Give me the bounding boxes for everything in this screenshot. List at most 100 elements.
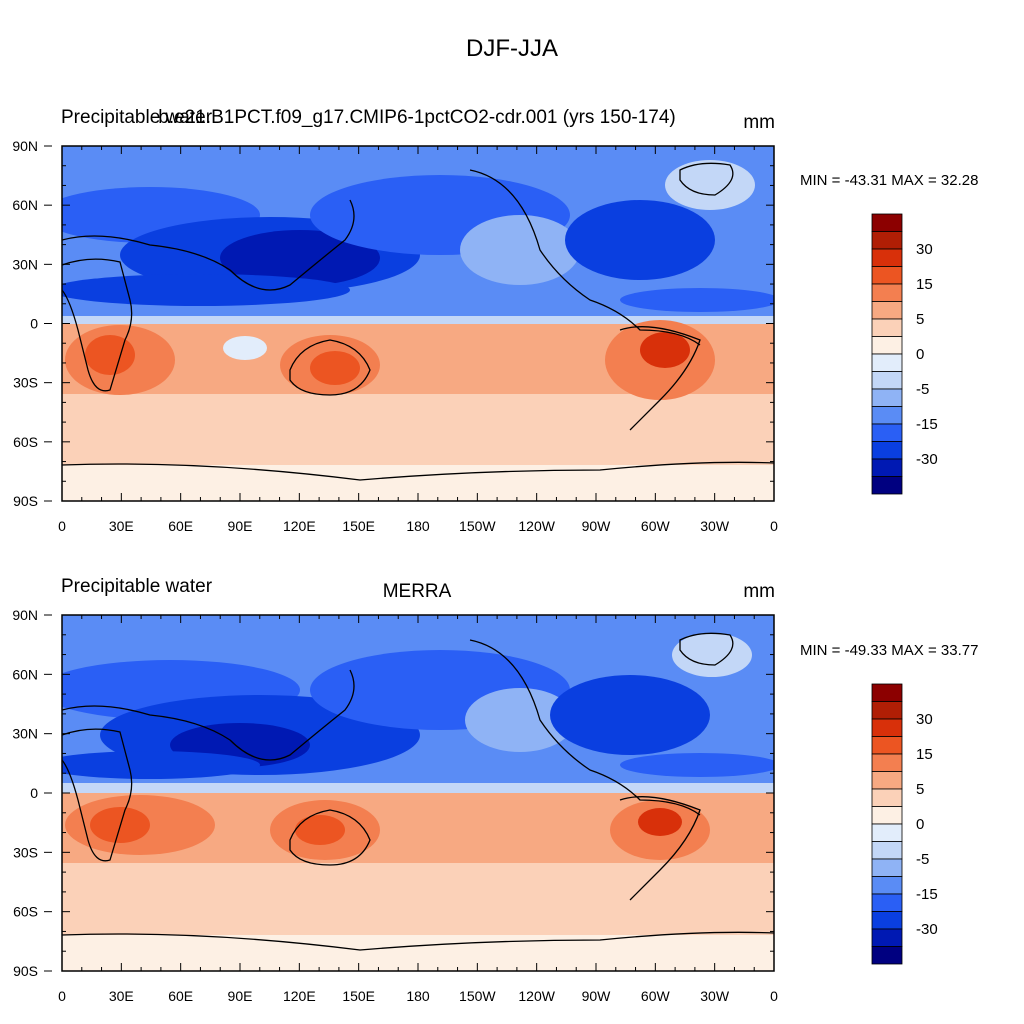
colorbar-box bbox=[871, 423, 903, 442]
x-tick-label: 0 bbox=[58, 518, 66, 534]
panel-2-coastlines bbox=[62, 632, 774, 951]
panel-1-contour-fill bbox=[310, 351, 360, 385]
x-tick-label: 0 bbox=[58, 988, 66, 1004]
y-tick-label: 60S bbox=[13, 434, 38, 450]
y-tick-label: 30S bbox=[13, 844, 38, 860]
colorbar-label: -15 bbox=[916, 886, 938, 903]
x-tick-label: 150W bbox=[459, 518, 496, 534]
panel-2-map bbox=[62, 615, 774, 971]
panel-1-min-max: MIN = -43.31 MAX = 32.28 bbox=[800, 172, 978, 189]
y-tick-label: 90N bbox=[12, 607, 38, 623]
colorbar-box bbox=[871, 283, 903, 302]
panel-1-colorbar: 30 15 5 0 -5 -15 -30 bbox=[871, 213, 938, 495]
figure-title: DJF-JJA bbox=[466, 35, 558, 62]
colorbar-box bbox=[871, 946, 903, 965]
colorbar-box bbox=[871, 476, 903, 495]
colorbar-label: -30 bbox=[916, 921, 938, 938]
panel-2-contour-fill bbox=[62, 783, 774, 793]
colorbar-box bbox=[871, 911, 903, 930]
panel-1-contour-fill bbox=[62, 274, 350, 306]
x-tick-label: 180 bbox=[406, 518, 430, 534]
x-tick-label: 30W bbox=[700, 518, 730, 534]
panel-1-contour-fill bbox=[640, 332, 690, 368]
y-tick-label: 30N bbox=[12, 726, 38, 742]
colorbar-box bbox=[871, 806, 903, 825]
x-tick-label: 150E bbox=[342, 988, 375, 1004]
x-tick-label: 120E bbox=[283, 988, 316, 1004]
colorbar-box bbox=[871, 213, 903, 232]
colorbar-box bbox=[871, 771, 903, 790]
colorbar-label: -30 bbox=[916, 451, 938, 468]
x-tick-label: 150E bbox=[342, 518, 375, 534]
x-tick-label: 30E bbox=[109, 988, 134, 1004]
panel-2-contour-fill bbox=[672, 633, 752, 677]
panel-2-contour-fill bbox=[465, 688, 575, 752]
colorbar-box bbox=[871, 753, 903, 772]
panel-1-contour-fill bbox=[62, 316, 774, 324]
colorbar-box bbox=[871, 318, 903, 337]
y-tick-label: 30N bbox=[12, 256, 38, 272]
x-tick-label: 60E bbox=[168, 518, 193, 534]
panel-2-coast-samerica bbox=[619, 796, 701, 901]
panel-2-coast-africa bbox=[62, 728, 133, 862]
panel-2-units: mm bbox=[743, 581, 775, 602]
colorbar-label: 15 bbox=[916, 746, 933, 763]
colorbar-box bbox=[871, 301, 903, 320]
colorbar-label: 5 bbox=[916, 781, 924, 798]
colorbar-box bbox=[871, 788, 903, 807]
colorbar-label: -5 bbox=[916, 381, 929, 398]
y-tick-label: 60N bbox=[12, 666, 38, 682]
colorbar-box bbox=[871, 353, 903, 372]
colorbar-box bbox=[871, 928, 903, 947]
panel-2-coast-namerica bbox=[469, 639, 701, 816]
panel-1-map bbox=[62, 146, 774, 501]
colorbar-label: 15 bbox=[916, 276, 933, 293]
colorbar-box bbox=[871, 876, 903, 895]
colorbar-box bbox=[871, 336, 903, 355]
colorbar-box bbox=[871, 371, 903, 390]
panel-1-coast-greenland bbox=[679, 162, 734, 196]
x-tick-label: 180 bbox=[406, 988, 430, 1004]
colorbar-box bbox=[871, 841, 903, 860]
x-tick-label: 30W bbox=[700, 988, 730, 1004]
y-tick-label: 30S bbox=[13, 375, 38, 391]
colorbar-label: -5 bbox=[916, 851, 929, 868]
panel-1-contour-fill bbox=[85, 335, 135, 375]
colorbar-box bbox=[871, 406, 903, 425]
panel-2-contour-fill bbox=[550, 675, 710, 755]
x-tick-label: 0 bbox=[770, 518, 778, 534]
x-tick-label: 90E bbox=[228, 988, 253, 1004]
colorbar-label: -15 bbox=[916, 416, 938, 433]
x-tick-label: 30E bbox=[109, 518, 134, 534]
panel-1-coast-samerica bbox=[619, 326, 701, 431]
y-tick-label: 0 bbox=[30, 785, 38, 801]
colorbar-box bbox=[871, 231, 903, 250]
x-tick-label: 120W bbox=[518, 988, 555, 1004]
y-tick-label: 90S bbox=[13, 493, 38, 509]
panel-2-contour-fill bbox=[638, 808, 682, 836]
x-tick-label: 60W bbox=[641, 988, 671, 1004]
colorbar-label: 30 bbox=[916, 711, 933, 728]
y-tick-label: 90S bbox=[13, 963, 38, 979]
x-tick-label: 60E bbox=[168, 988, 193, 1004]
y-tick-label: 90N bbox=[12, 138, 38, 154]
x-tick-label: 150W bbox=[459, 988, 496, 1004]
colorbar-box bbox=[871, 736, 903, 755]
colorbar-box bbox=[871, 683, 903, 702]
panel-1-coast-antarctica bbox=[62, 461, 774, 481]
panel-1-contour-fill bbox=[620, 288, 774, 312]
colorbar-box bbox=[871, 893, 903, 912]
panel-1-coast-africa bbox=[62, 258, 133, 392]
panel-2-coast-antarctica bbox=[62, 931, 774, 951]
panel-1-contour-fill bbox=[665, 160, 755, 210]
panel-1-units: mm bbox=[743, 112, 775, 133]
x-tick-label: 120E bbox=[283, 518, 316, 534]
x-tick-label: 0 bbox=[770, 988, 778, 1004]
panel-1-coast-namerica bbox=[469, 169, 701, 346]
colorbar-box bbox=[871, 248, 903, 267]
y-tick-label: 60N bbox=[12, 197, 38, 213]
colorbar-label: 5 bbox=[916, 311, 924, 328]
colorbar-label: 30 bbox=[916, 241, 933, 258]
x-tick-label: 120W bbox=[518, 518, 555, 534]
x-tick-label: 90E bbox=[228, 518, 253, 534]
